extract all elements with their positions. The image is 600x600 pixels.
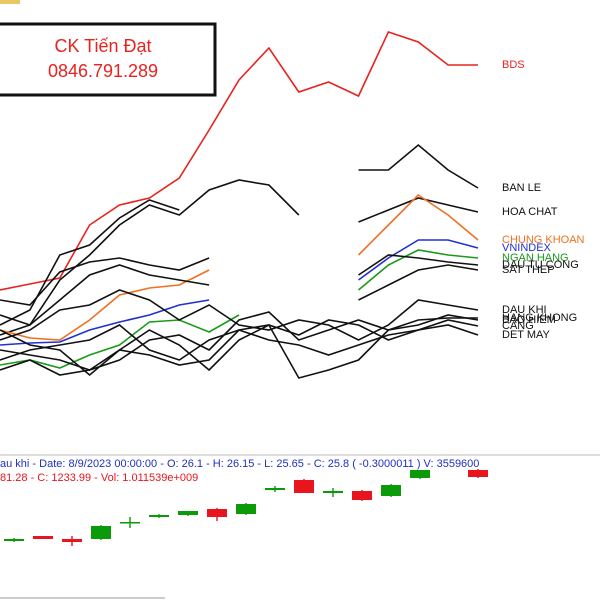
index-header: 81.28 - C: 1233.99 - Vol: 1.011539e+009 bbox=[0, 472, 198, 484]
series-label: VNINDEX bbox=[502, 242, 552, 254]
candle-body bbox=[410, 470, 430, 478]
series-label: HANG KHONG bbox=[502, 312, 577, 324]
series-label: SAT THEP bbox=[502, 264, 555, 276]
brand-name: CK Tiến Đạt bbox=[54, 36, 151, 56]
series-line bbox=[0, 254, 479, 306]
candle-body bbox=[91, 526, 111, 539]
series-label: CHUNG KHOAN bbox=[502, 234, 585, 246]
candle-body bbox=[178, 511, 198, 515]
series-label: HOA CHAT bbox=[502, 206, 558, 218]
candle-body bbox=[323, 491, 343, 493]
series-label: BDS bbox=[502, 59, 525, 71]
candle-body bbox=[62, 539, 82, 542]
series-line bbox=[0, 239, 479, 346]
candle-body bbox=[33, 536, 53, 539]
series-line bbox=[0, 143, 479, 336]
series-line bbox=[0, 314, 479, 379]
series-label: DET MAY bbox=[502, 329, 551, 341]
brand-box bbox=[0, 22, 217, 97]
candle-body bbox=[207, 509, 227, 517]
candle-body bbox=[120, 522, 140, 524]
series-line bbox=[0, 197, 479, 326]
series-label: DAU TU CONG bbox=[502, 259, 579, 271]
series-label: BAO HIEM bbox=[502, 314, 556, 326]
series-line bbox=[0, 249, 479, 369]
series-line bbox=[0, 289, 479, 341]
toolbar-corner bbox=[0, 0, 20, 4]
candle-header: au khi - Date: 8/9/2023 00:00:00 - O: 26… bbox=[0, 458, 479, 470]
series-line bbox=[0, 193, 479, 341]
candle-body bbox=[236, 504, 256, 514]
candle-body bbox=[352, 491, 372, 500]
series-label: NGAN HANG bbox=[502, 252, 569, 264]
series-label: DAU KHI bbox=[502, 304, 547, 316]
series-label: CANG bbox=[502, 320, 534, 332]
candle-body bbox=[468, 470, 488, 477]
series-line bbox=[0, 324, 479, 376]
brand-phone: 0846.791.289 bbox=[48, 61, 158, 81]
candle-body bbox=[381, 485, 401, 496]
series-label: BAN LE bbox=[502, 182, 541, 194]
candle-body bbox=[149, 515, 169, 517]
candle-body bbox=[4, 539, 24, 541]
candle-body bbox=[294, 480, 314, 493]
series-line bbox=[0, 264, 479, 326]
candle-body bbox=[265, 488, 285, 490]
series-line bbox=[0, 31, 478, 291]
